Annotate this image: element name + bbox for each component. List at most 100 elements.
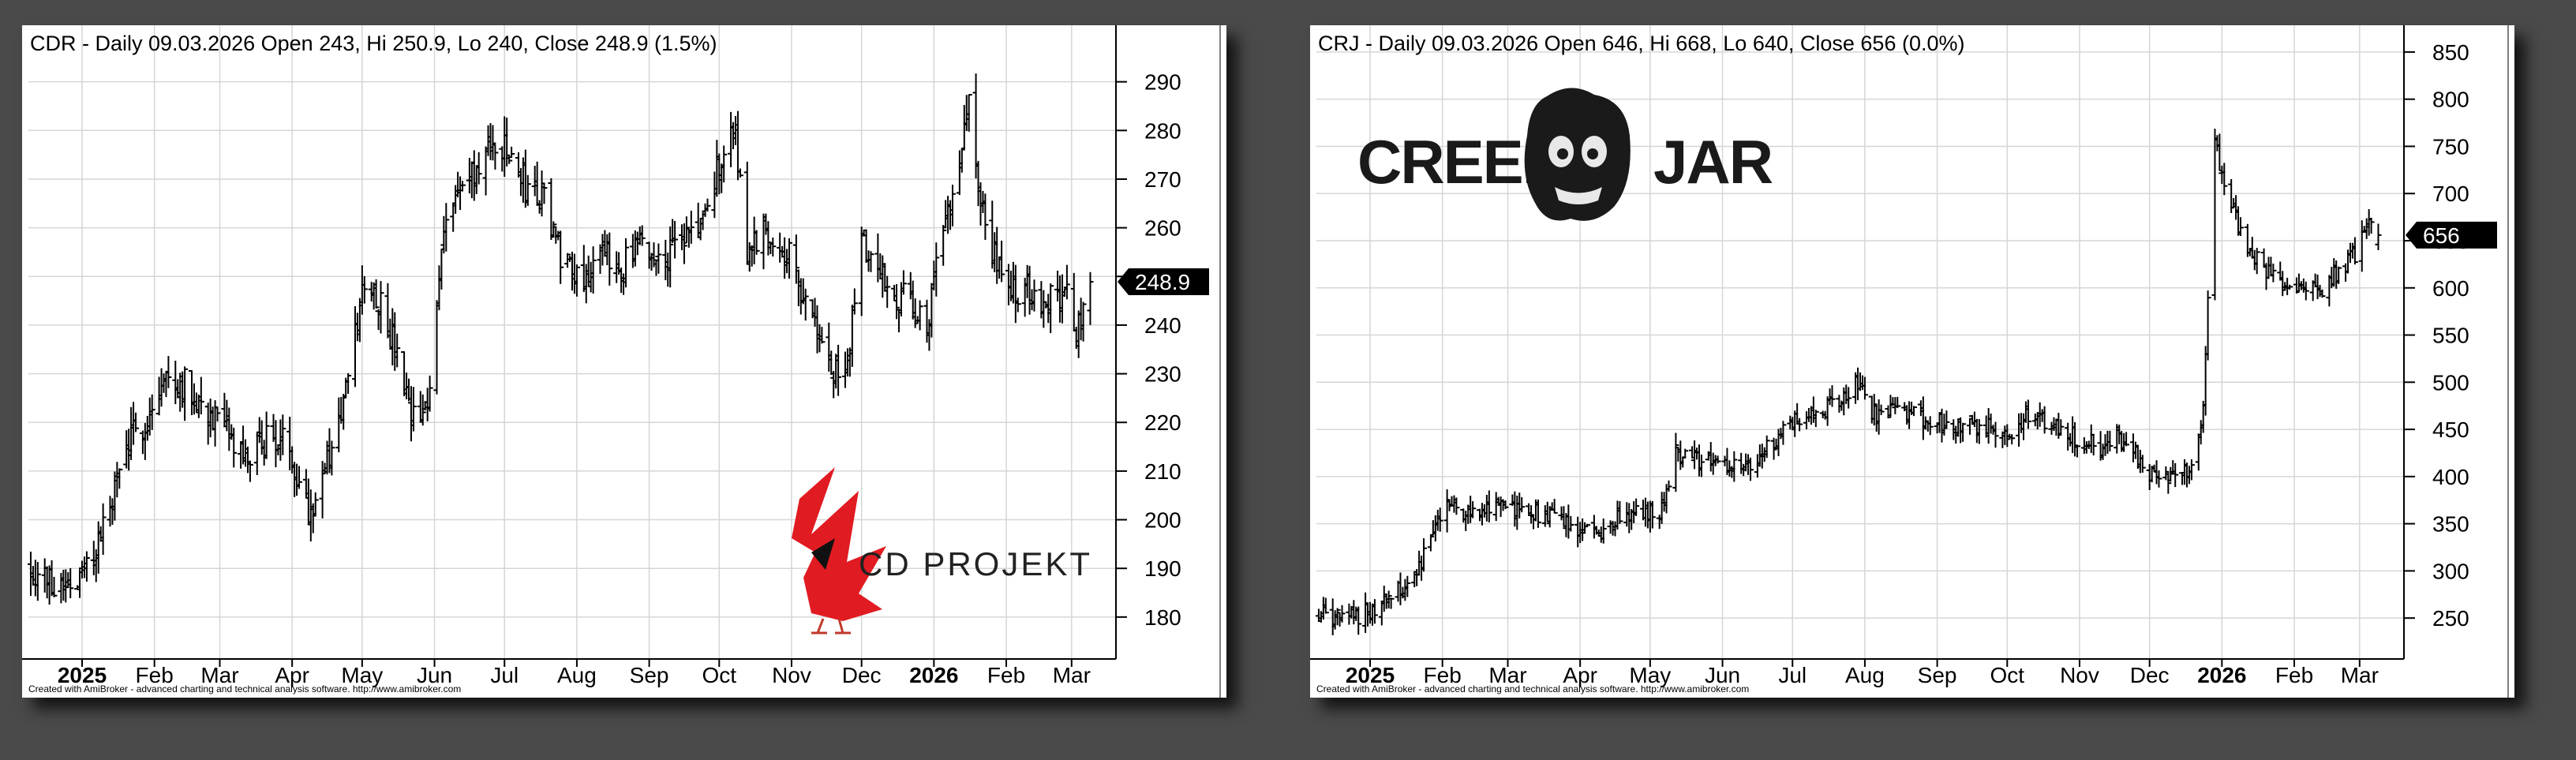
ohlc-bar [1551, 499, 1558, 514]
ohlc-bar [1698, 454, 1705, 477]
ohlc-bar [263, 411, 270, 459]
x-tick-label: Nov [2060, 663, 2099, 687]
ohlc-bar [1567, 515, 1574, 532]
ohlc-bar [736, 168, 743, 178]
ohlc-bar [1534, 499, 1541, 528]
ohlc-bar [1600, 518, 1607, 544]
ohlc-bar [802, 288, 809, 321]
x-tick-label: 2025 [1346, 663, 1395, 687]
ohlc-bar [900, 270, 907, 295]
ohlc-bar [1339, 605, 1346, 623]
ohlc-bar [1812, 410, 1819, 428]
ohlc-bar [2188, 459, 2195, 481]
ohlc-bar [83, 551, 90, 582]
ohlc-bar [792, 234, 799, 284]
x-tick-label: 2026 [909, 663, 958, 687]
ohlc-bar [573, 264, 580, 297]
ohlc-bar [2074, 445, 2081, 458]
ohlc-bar [2375, 223, 2382, 250]
ohlc-bar [1649, 500, 1656, 529]
ohlc-bar [1492, 492, 1500, 522]
ohlc-bar [34, 562, 41, 601]
x-tick-label: Oct [702, 663, 737, 687]
y-tick-label: 300 [2432, 559, 2469, 583]
x-tick-label: Mar [1488, 663, 1526, 687]
ohlc-bar [606, 232, 613, 286]
ohlc-bar [1829, 385, 1836, 407]
ohlc-bar [1380, 586, 1387, 612]
ohlc-bar [116, 468, 123, 489]
ohlc-bar [949, 185, 957, 227]
ohlc-bar [1960, 422, 1967, 442]
ohlc-bar [148, 394, 155, 430]
x-tick-label: Mar [2341, 663, 2379, 687]
ohlc-bar [1992, 421, 1999, 448]
ohlc-bar [1528, 505, 1535, 524]
ohlc-bar [2237, 217, 2245, 236]
ohlc-bar [965, 94, 972, 132]
ohlc-bar [557, 230, 564, 284]
ohlc-bar [2009, 434, 2016, 445]
ohlc-bar [1616, 501, 1623, 524]
y-tick-label: 180 [1144, 605, 1181, 630]
ohlc-bar [1665, 480, 1672, 492]
ohlc-bar [1911, 406, 1918, 417]
ohlc-bar [524, 174, 531, 206]
ohlc-bar [2286, 284, 2293, 290]
x-tick-label: Aug [1845, 663, 1885, 687]
ohlc-bar [550, 221, 557, 238]
x-tick-label: May [341, 663, 383, 687]
x-tick-label: Oct [1990, 663, 2025, 687]
x-tick-label: Jul [1778, 663, 1807, 687]
logo-text: CD PROJEKT [859, 545, 1092, 582]
y-tick-label: 280 [1144, 118, 1181, 143]
ohlc-bar [1796, 417, 1803, 432]
ohlc-bar [940, 225, 947, 266]
ohlc-bars [27, 73, 1094, 605]
ohlc-bar [753, 230, 760, 255]
ohlc-bar [1080, 301, 1087, 342]
ohlc-bar [214, 406, 221, 422]
ohlc-bar [2172, 462, 2179, 488]
y-tick-label: 350 [2432, 512, 2469, 537]
y-tick-label: 600 [2432, 276, 2469, 301]
ohlc-bar [667, 226, 674, 288]
ohlc-bar [67, 567, 74, 599]
ohlc-bars [1315, 129, 2382, 635]
y-tick-label: 550 [2432, 324, 2469, 348]
ohlc-bar [2123, 432, 2130, 447]
y-tick-label: 190 [1144, 556, 1181, 581]
ohlc-bar [1047, 283, 1054, 334]
ohlc-bar [1780, 421, 1787, 445]
ohlc-bar [508, 146, 515, 159]
ohlc-bar [489, 125, 496, 161]
ohlc-bar [1453, 497, 1460, 515]
x-tick-label: Jul [490, 663, 519, 687]
ohlc-bar [2057, 419, 2065, 436]
ohlc-bar [765, 221, 772, 256]
cdr-credit: Created with AmiBroker - advanced charti… [28, 683, 462, 694]
ohlc-bar [672, 220, 679, 259]
ohlc-bar [165, 356, 172, 388]
ohlc-bar [279, 414, 286, 455]
ohlc-bar [312, 492, 319, 517]
x-tick-label: Sep [1918, 663, 1957, 687]
x-tick-label: 2026 [2197, 663, 2246, 687]
y-tick-label: 800 [2432, 88, 2469, 112]
ohlc-bar [1672, 432, 1679, 492]
ohlc-bar [769, 237, 777, 257]
ohlc-bar [2368, 217, 2375, 234]
crj-chart-title: CRJ - Daily 09.03.2026 Open 646, Hi 668,… [1318, 32, 1965, 55]
ohlc-bar [1063, 264, 1070, 300]
ohlc-bar [1485, 490, 1492, 522]
ohlc-bar [1747, 457, 1754, 481]
last-price-label: 656 [2423, 223, 2460, 248]
ohlc-bar [1387, 597, 1395, 609]
y-tick-label: 700 [2432, 182, 2469, 206]
ohlc-bar [2165, 472, 2172, 494]
ohlc-bar [377, 281, 384, 334]
ohlc-bar [1714, 455, 1721, 464]
ohlc-bar [1845, 387, 1852, 409]
ohlc-bar [655, 243, 662, 274]
ohlc-bar [835, 344, 842, 396]
